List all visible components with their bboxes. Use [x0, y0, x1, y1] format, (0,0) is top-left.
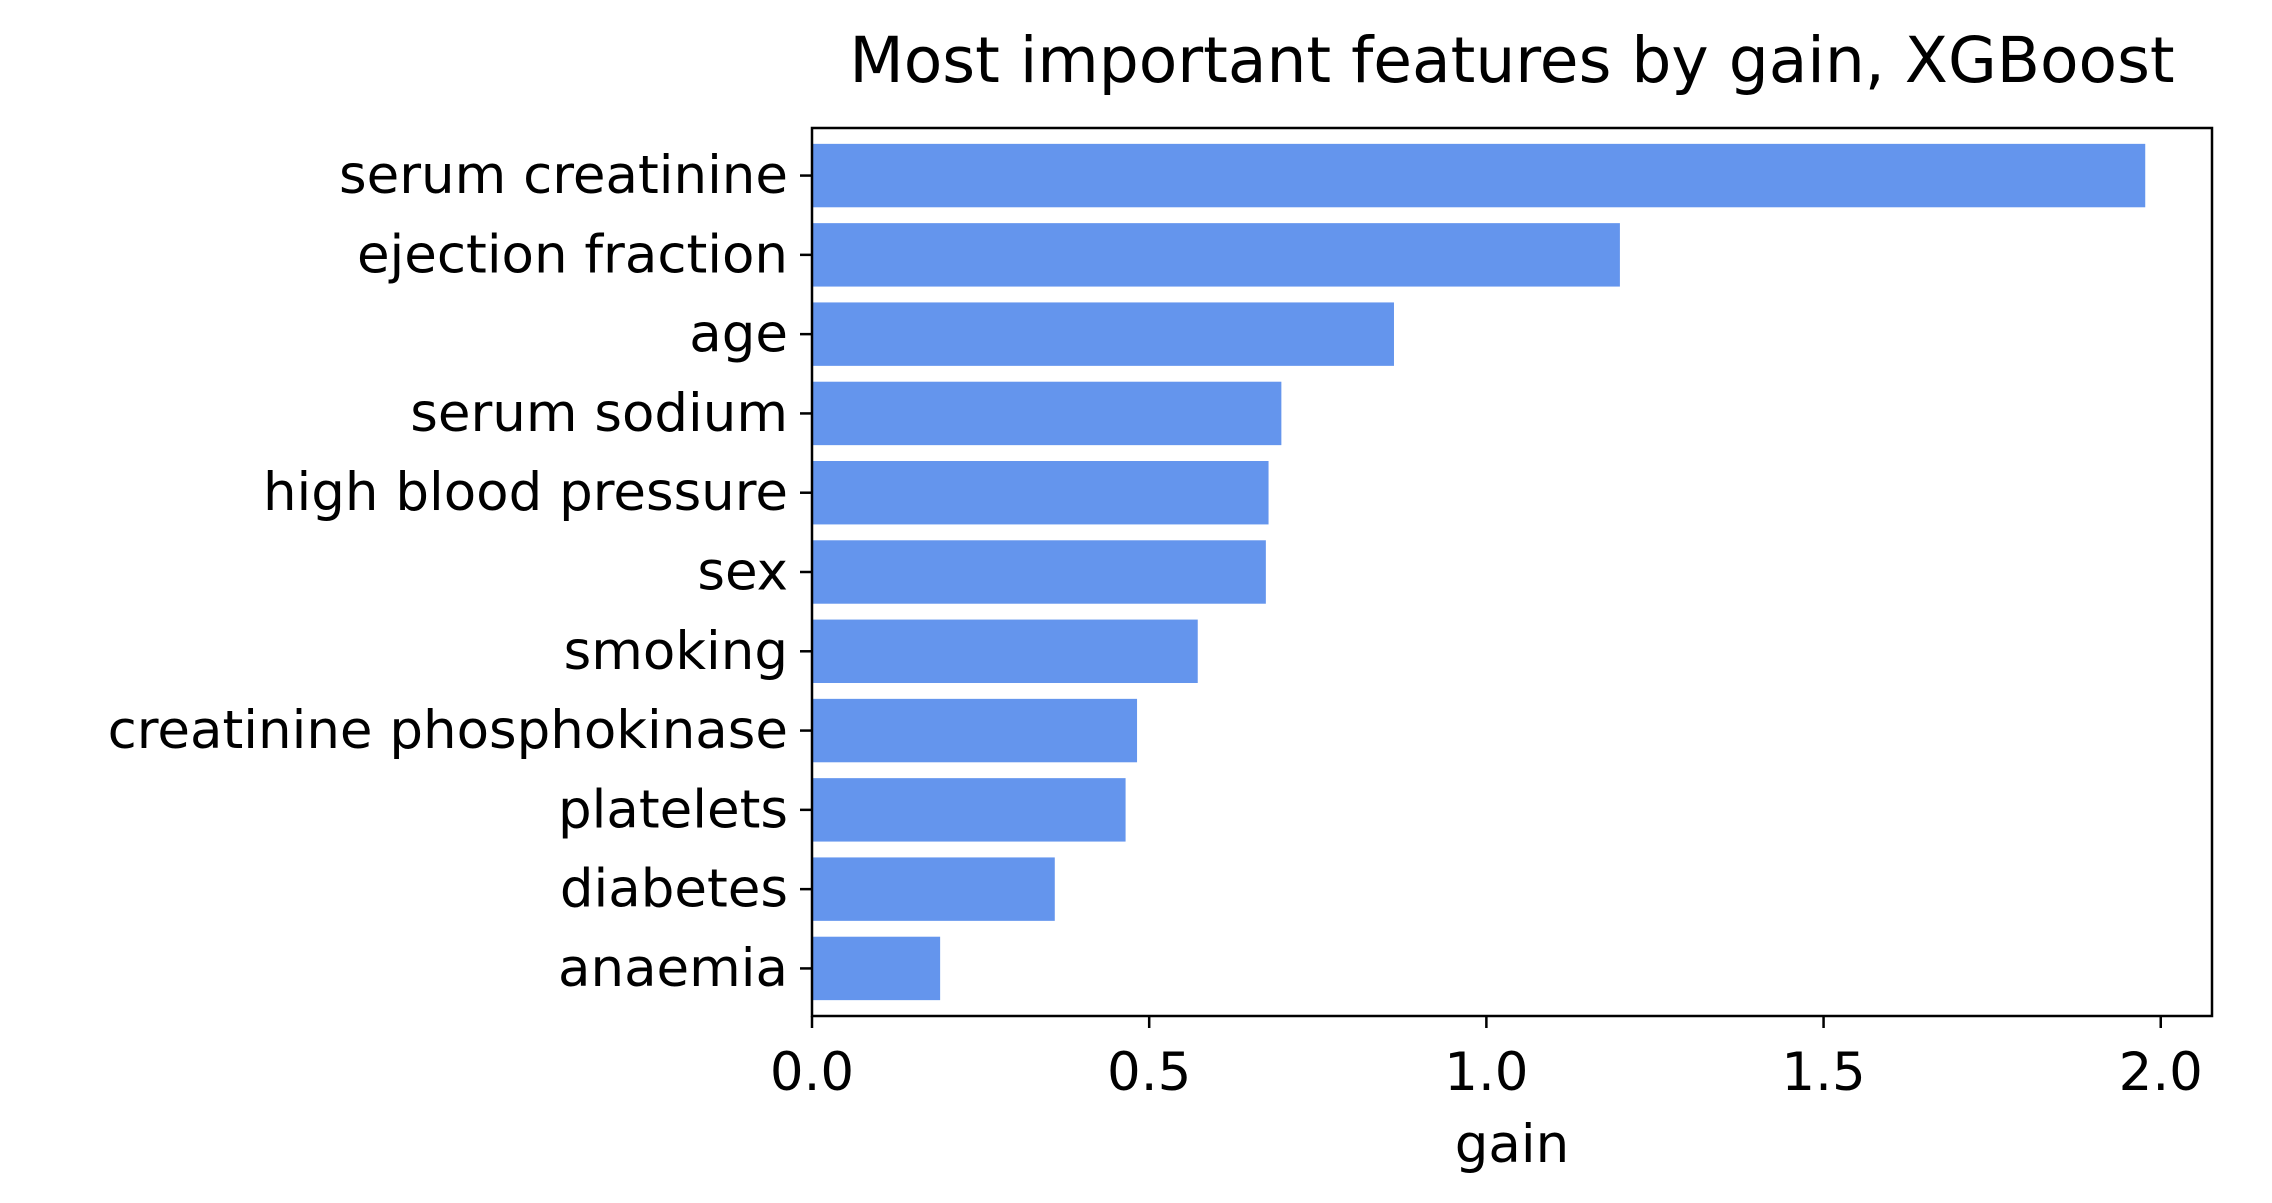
- y-tick-label: platelets: [558, 779, 788, 840]
- bar-smoking: [812, 619, 1198, 683]
- bar-high-blood-pressure: [812, 461, 1269, 525]
- chart-title: Most important features by gain, XGBoost: [849, 24, 2174, 97]
- y-tick-label: sex: [697, 542, 788, 603]
- bar-sex: [812, 540, 1266, 604]
- x-tick-label: 2.0: [2119, 1042, 2203, 1103]
- y-tick-label: serum creatinine: [339, 145, 788, 206]
- x-tick-label: 1.0: [1444, 1042, 1528, 1103]
- x-tick-label: 1.5: [1781, 1042, 1865, 1103]
- bar-serum-creatinine: [812, 143, 2146, 208]
- y-tick-label: anaemia: [558, 938, 788, 999]
- plot-frame: [810, 126, 2214, 1018]
- bar-platelets: [812, 778, 1126, 842]
- bar-age: [812, 302, 1394, 366]
- bars-group: [812, 143, 2146, 1001]
- y-tick-label: creatinine phosphokinase: [108, 700, 788, 761]
- y-tick-label: ejection fraction: [357, 224, 788, 285]
- x-tick-label: 0.5: [1107, 1042, 1191, 1103]
- bar-serum-sodium: [812, 381, 1282, 446]
- y-tick-label: diabetes: [560, 859, 788, 920]
- x-axis-ticks: 0.0 0.5 1.0 1.5 2.0: [770, 1016, 2203, 1103]
- bar-creatinine-phosphokinase: [812, 698, 1138, 763]
- y-tick-label: serum sodium: [410, 383, 788, 444]
- y-tick-label: age: [689, 304, 788, 365]
- y-axis-ticks: serum creatinine ejection fraction age seru…: [108, 145, 812, 999]
- bar-anaemia: [812, 936, 941, 1001]
- bar-diabetes: [812, 857, 1055, 921]
- y-tick-label: smoking: [564, 621, 788, 682]
- x-axis-label: gain: [1455, 1114, 1569, 1175]
- bar-ejection-fraction: [812, 223, 1620, 287]
- y-tick-label: high blood pressure: [263, 462, 788, 523]
- x-tick-label: 0.0: [770, 1042, 854, 1103]
